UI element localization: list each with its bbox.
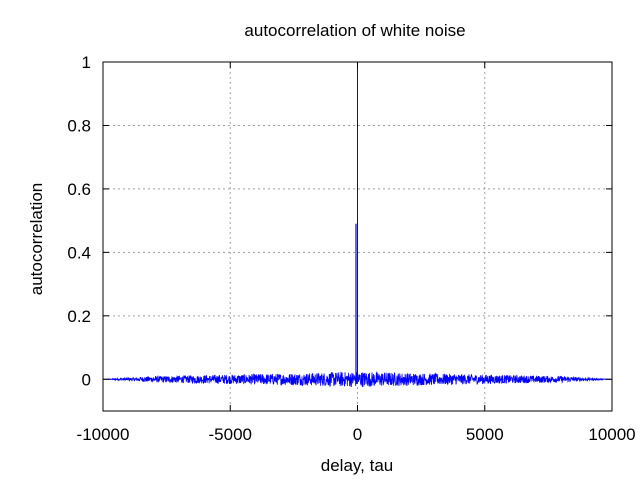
y-tick-label: 0.8 — [67, 116, 91, 135]
series-noise — [102, 62, 613, 388]
y-tick-label: 0.2 — [67, 307, 91, 326]
x-tick-label: 5000 — [466, 425, 504, 444]
y-axis-title: autocorrelation — [27, 183, 46, 295]
x-axis-title: delay, tau — [321, 456, 393, 475]
x-tick-label: -5000 — [209, 425, 252, 444]
y-tick-label: 0.6 — [67, 180, 91, 199]
y-tick-label: 1 — [82, 53, 91, 72]
noise-line — [102, 371, 613, 388]
x-tick-label: 0 — [353, 425, 362, 444]
x-tick-label: -10000 — [77, 425, 130, 444]
y-axis: 0 0.2 0.4 0.6 0.8 1 — [67, 53, 612, 389]
y-tick-label: 0 — [82, 370, 91, 389]
chart-title: autocorrelation of white noise — [244, 21, 465, 40]
x-tick-label: 10000 — [588, 425, 635, 444]
y-tick-label: 0.4 — [67, 243, 91, 262]
x-axis: -10000 -5000 0 5000 10000 — [77, 62, 636, 444]
